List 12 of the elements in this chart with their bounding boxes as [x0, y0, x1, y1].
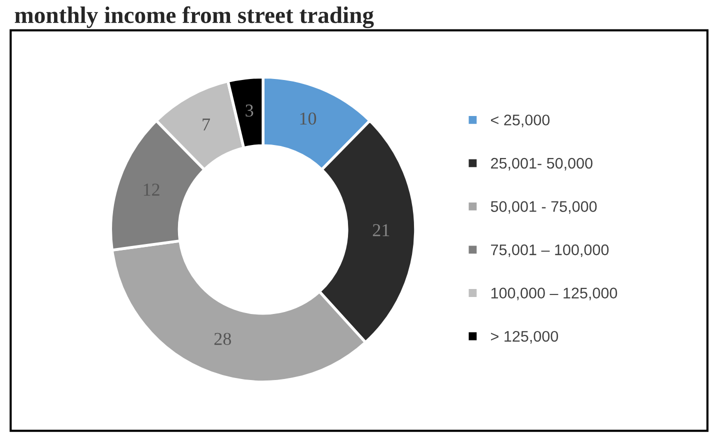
legend-label: < 25,000 — [491, 114, 550, 128]
legend-label: 100,000 – 125,000 — [491, 288, 618, 300]
legend-label: 25,001- 50,000 — [491, 158, 592, 170]
legend-label: 50,001 - 75,000 — [490, 201, 597, 214]
data-label: 21 — [372, 224, 390, 236]
data-label: 3 — [246, 104, 254, 117]
data-label: 28 — [214, 332, 232, 346]
data-label: 10 — [300, 112, 316, 125]
data-label: 7 — [202, 118, 210, 130]
chart-title: monthly income from street trading — [14, 6, 374, 28]
legend-label: 75,001 – 100,000 — [491, 244, 609, 258]
legend-label: > 125,000 — [491, 330, 558, 344]
